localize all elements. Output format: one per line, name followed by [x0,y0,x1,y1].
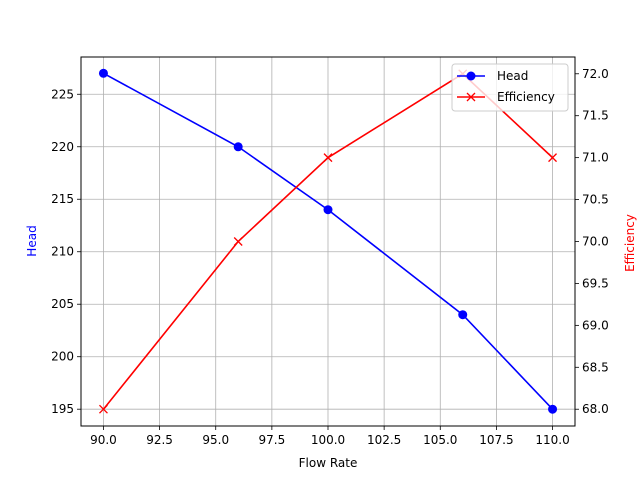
x-marker [233,237,243,246]
y-right-tick-label: 68.0 [582,402,609,416]
y-tick-label: 205 [51,297,74,311]
circle-marker [323,205,333,215]
circle-marker [466,71,476,81]
x-axis-ticks: 90.0 92.5 95.0 97.5 100.0 102.5 105.0 107.5 110.… [90,426,570,447]
y-axis-left-label: Head [25,225,39,256]
legend: Head Efficiency [451,63,569,112]
x-tick-label: 90.0 [90,433,117,447]
y-right-tick-label: 69.0 [582,318,609,332]
x-marker [548,153,558,163]
y-right-tick-label: 68.5 [582,360,609,374]
circle-marker [233,142,243,152]
y-right-tick-label: 70.5 [582,193,609,207]
y-tick-label: 220 [51,140,74,154]
circle-marker [98,68,108,78]
y-tick-label: 225 [51,87,74,101]
legend-label: Efficiency [497,90,555,104]
y-tick-label: 195 [51,402,74,416]
legend-item-efficiency: Efficiency [457,90,555,104]
x-marker [98,404,108,414]
y-right-tick-label: 69.5 [582,276,609,290]
x-tick-label: 100.0 [311,433,345,447]
x-tick-label: 105.0 [423,433,457,447]
y-axis-right-label: Efficiency [623,214,637,272]
y-tick-label: 200 [51,350,74,364]
series-head [98,68,558,414]
x-marker [466,92,476,102]
x-tick-label: 97.5 [259,433,286,447]
y-right-tick-label: 71.5 [582,109,609,123]
y-axis-right-ticks: 68.0 68.5 69.0 69.5 70.0 70.5 71.0 71.5 72.0 [575,67,609,416]
y-right-tick-label: 71.0 [582,151,609,165]
y-right-tick-label: 72.0 [582,67,609,81]
y-axis-left-ticks: 195 200 205 210 215 220 225 [51,87,81,416]
x-axis-label: Flow Rate [299,456,358,470]
circle-marker [548,404,558,414]
x-tick-label: 107.5 [479,433,513,447]
x-tick-label: 102.5 [367,433,401,447]
y-tick-label: 210 [51,245,74,259]
x-tick-label: 92.5 [146,433,173,447]
legend-item-head: Head [457,69,528,83]
x-marker [323,153,333,163]
x-tick-label: 110.0 [535,433,569,447]
x-tick-label: 95.0 [202,433,229,447]
y-tick-label: 215 [51,192,74,206]
circle-marker [458,310,468,320]
legend-label: Head [497,69,528,83]
y-right-tick-label: 70.0 [582,235,609,249]
